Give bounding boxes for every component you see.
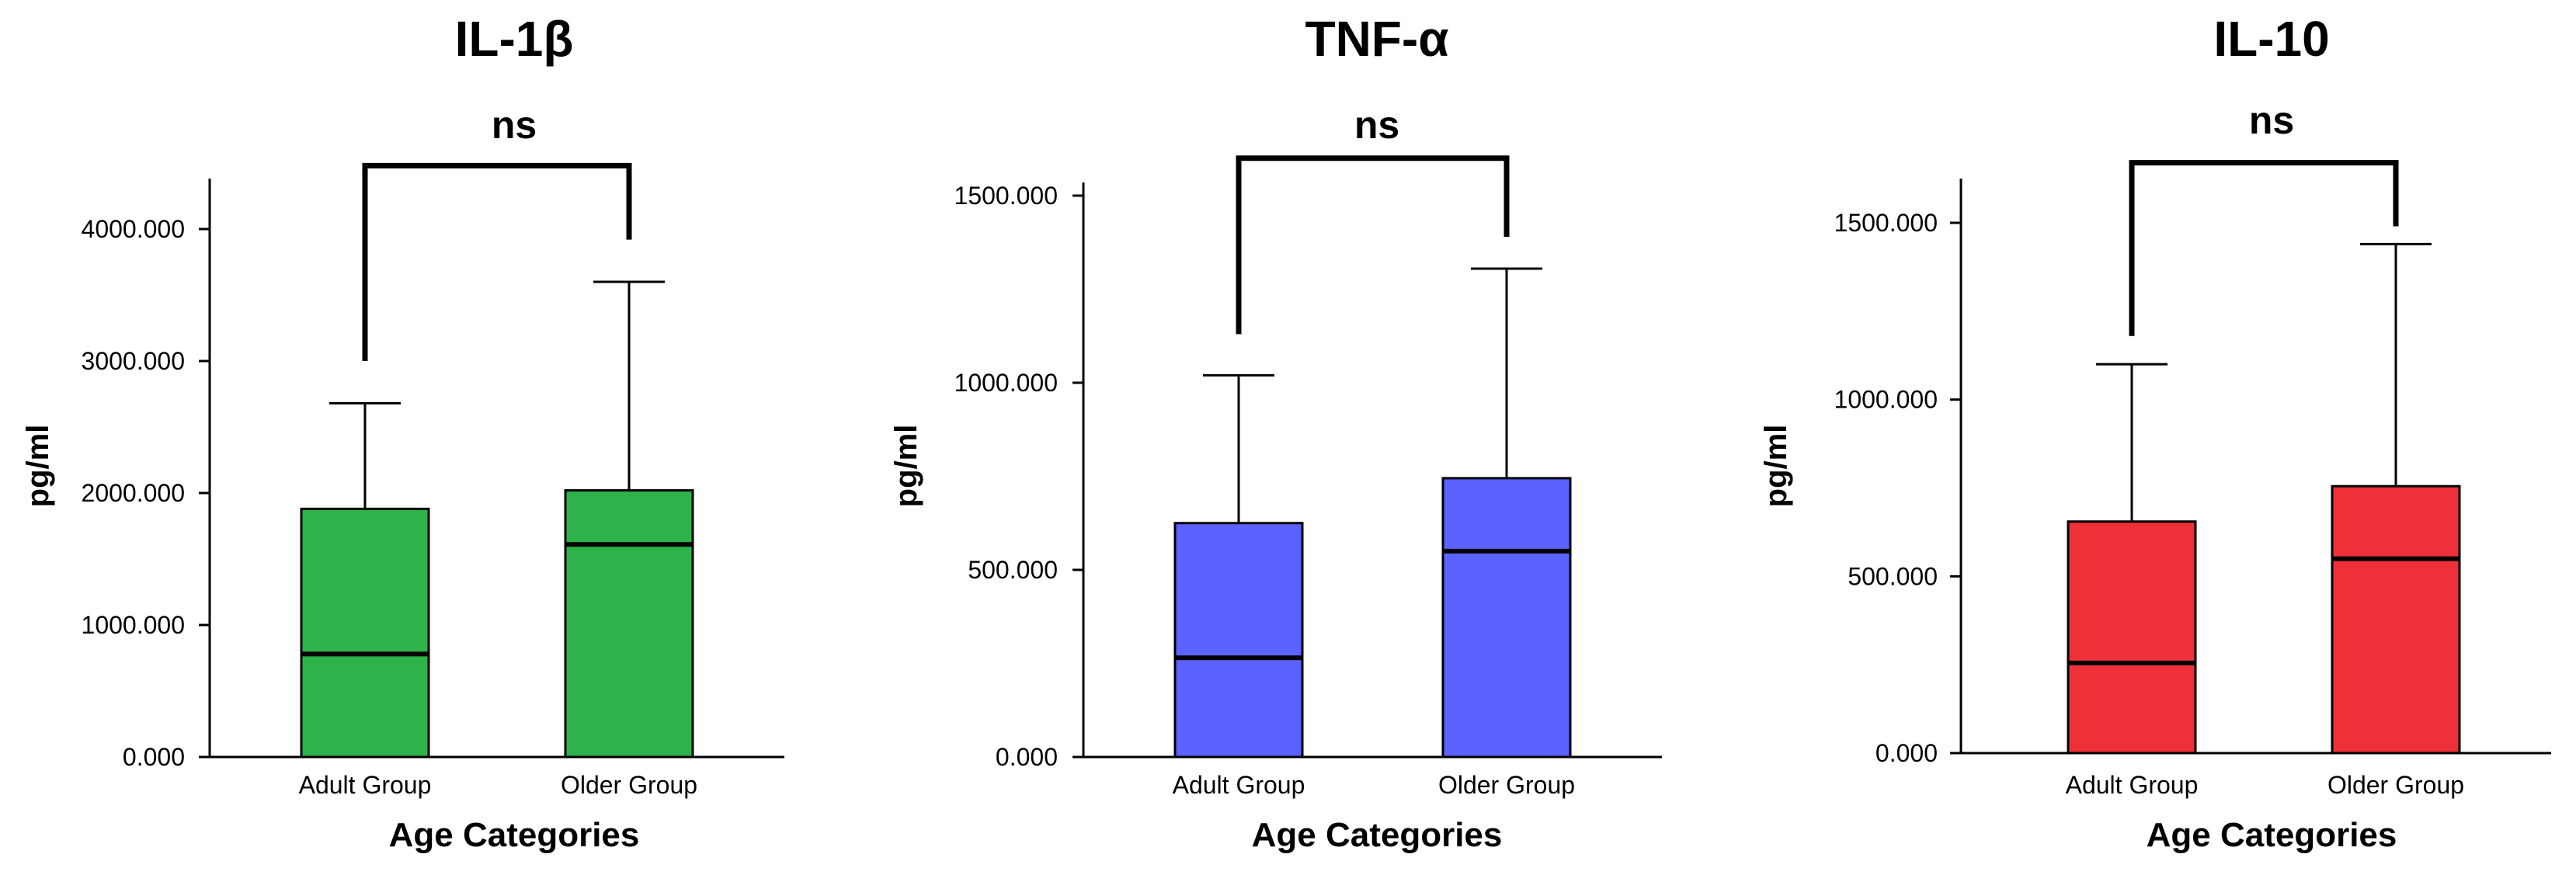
category-label: Older Group (1438, 771, 1575, 799)
significance-label: ns (492, 103, 537, 147)
y-tick-label: 500.000 (968, 556, 1058, 584)
significance-bracket (362, 162, 632, 361)
box-adult (2067, 520, 2197, 755)
y-tick-label: 3000.000 (82, 347, 185, 375)
y-tick-label: 1500.000 (1834, 209, 1938, 237)
box-older (2331, 484, 2461, 755)
category-label: Adult Group (299, 771, 432, 799)
box-adult (300, 507, 430, 759)
significance-label: ns (1354, 103, 1399, 147)
y-tick-label: 1000.000 (82, 611, 185, 639)
chart-title: IL-10 (2213, 11, 2329, 67)
box-older (564, 489, 694, 759)
category-label: Adult Group (2066, 771, 2199, 799)
chart-title: IL-1β (455, 11, 574, 67)
significance-bracket (1236, 155, 1510, 335)
x-axis-label: Age Categories (389, 816, 640, 854)
chart-title: TNF-α (1305, 11, 1448, 67)
y-tick-label: 2000.000 (82, 479, 185, 507)
y-tick-label: 0.000 (996, 743, 1058, 771)
significance-bracket (2129, 160, 2399, 336)
box-older (1441, 477, 1572, 759)
y-tick-label: 0.000 (1876, 739, 1938, 767)
category-label: Adult Group (1173, 771, 1305, 799)
y-tick-label: 4000.000 (82, 215, 185, 243)
y-axis-label: pg/ml (21, 425, 55, 508)
y-tick-label: 1000.000 (1834, 386, 1938, 414)
x-axis-label: Age Categories (1252, 816, 1503, 854)
category-label: Older Group (561, 771, 697, 799)
y-tick-label: 1500.000 (954, 182, 1058, 210)
category-label: Older Group (2327, 771, 2464, 799)
y-axis-label: pg/ml (889, 425, 923, 508)
y-tick-label: 0.000 (123, 743, 185, 771)
x-axis-label: Age Categories (2147, 816, 2397, 854)
y-axis-label: pg/ml (1759, 425, 1793, 508)
significance-label: ns (2249, 99, 2294, 142)
y-tick-label: 500.000 (1848, 562, 1938, 590)
box-adult (1173, 522, 1304, 759)
y-tick-label: 1000.000 (954, 369, 1058, 397)
